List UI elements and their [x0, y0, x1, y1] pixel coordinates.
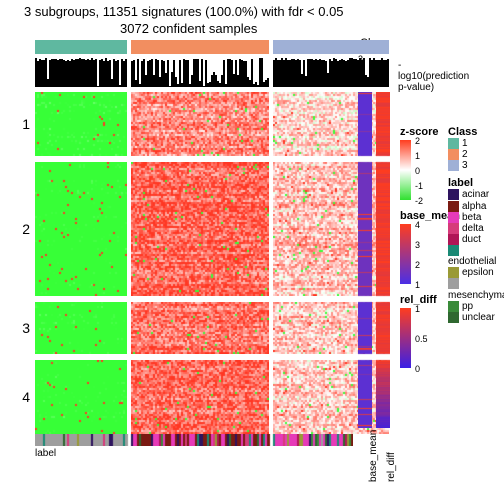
row-group-label: 4 — [14, 389, 30, 405]
row-group-label: 1 — [14, 116, 30, 132]
row-group-label: 2 — [14, 221, 30, 237]
bottom-label: label — [35, 448, 56, 459]
figure: 3 subgroups, 11351 signatures (100.0%) w… — [0, 0, 504, 504]
sidebar-label: rel_diff — [386, 452, 397, 482]
legend-panel-2: Class123labelacinaralphabetadeltaductend… — [448, 120, 504, 323]
sidebar-label: base_mean — [368, 430, 379, 482]
class-chunk — [131, 40, 269, 54]
class-chunk — [273, 40, 389, 54]
prediction-barcode — [35, 58, 353, 86]
title-line-1: 3 subgroups, 11351 signatures (100.0%) w… — [24, 4, 344, 19]
class-color-bar — [35, 40, 353, 54]
prediction-axis-label: -log10(prediction p-value) — [398, 60, 468, 93]
prediction-axis: 3210 — [356, 58, 396, 86]
row-group-label: 3 — [14, 320, 30, 336]
rel-diff-sidebar — [376, 92, 390, 431]
base-mean-sidebar — [358, 92, 372, 431]
prediction-tick: 0 — [358, 78, 363, 88]
class-chunk — [35, 40, 127, 54]
heatmap — [35, 92, 353, 428]
title-line-2: 3072 confident samples — [120, 21, 257, 36]
